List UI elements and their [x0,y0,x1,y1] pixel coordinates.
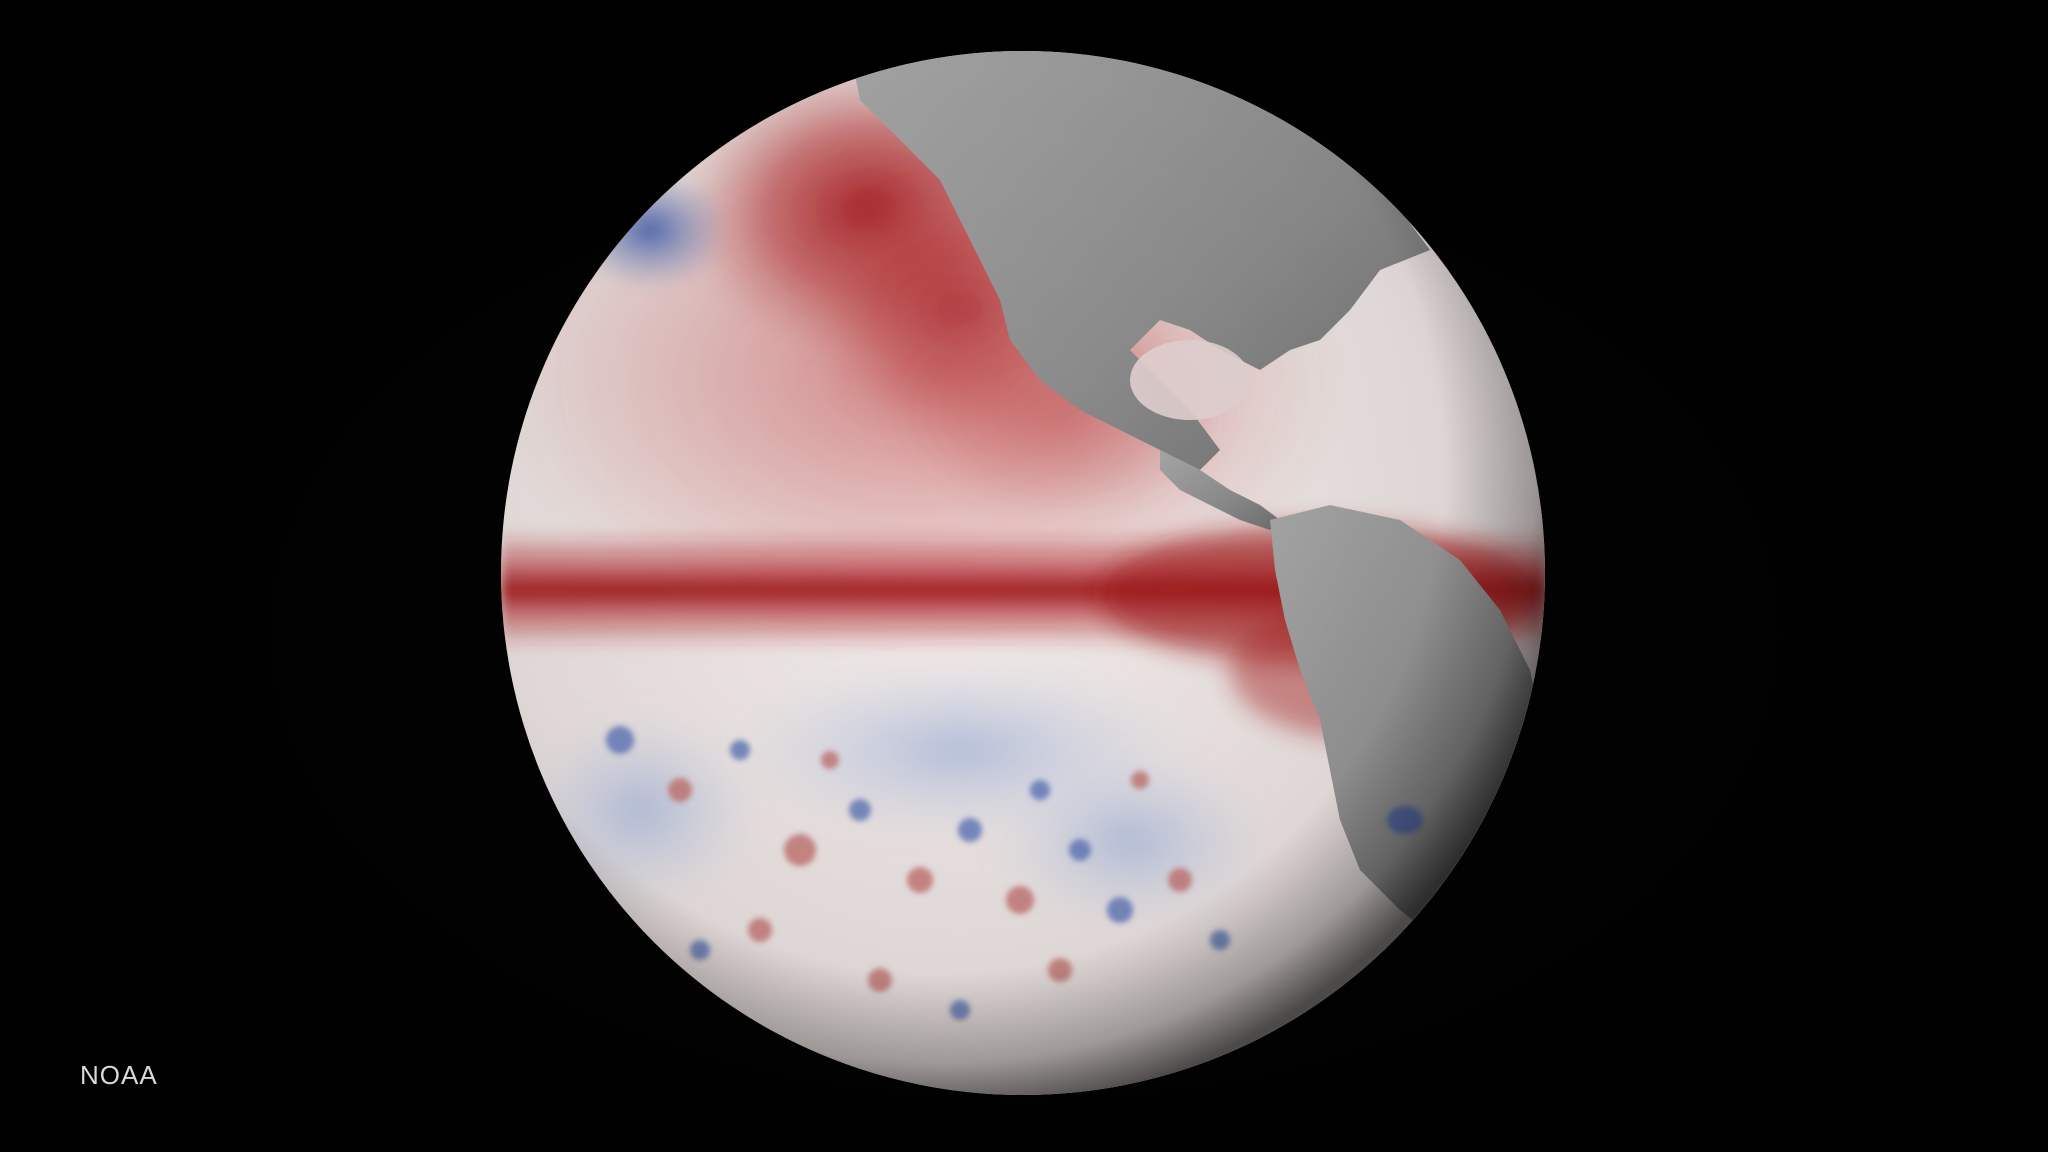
globe-svg [501,51,1545,1095]
earth-globe [500,50,1546,1096]
globe-limb-shading [501,51,1545,1095]
image-credit: NOAA [80,1060,158,1090]
